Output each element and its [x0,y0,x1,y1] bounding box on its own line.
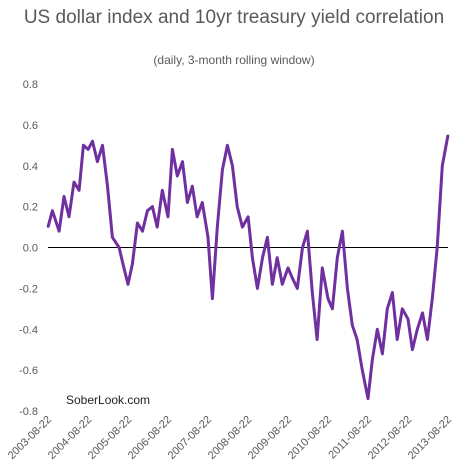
y-tick-label: 0.8 [23,79,38,91]
chart-title: US dollar index and 10yr treasury yield … [23,7,445,28]
chart-subtitle: (daily, 3-month rolling window) [153,53,315,67]
data-point [426,338,429,341]
data-point [416,328,419,331]
data-point [96,160,99,163]
data-point [251,256,254,259]
data-point [181,160,184,163]
y-tick-label: -0.2 [19,283,38,295]
data-point [186,201,189,204]
data-point [306,230,309,232]
data-point [123,267,125,269]
data-point [346,287,349,290]
data-point [331,308,334,310]
data-point [376,328,379,331]
data-point [191,185,194,187]
data-point [87,148,89,151]
data-point [391,291,394,294]
data-point [327,297,329,300]
data-point [316,338,318,341]
data-point [341,230,344,232]
data-point [436,246,439,249]
data-point [127,283,129,286]
data-point [311,291,314,294]
data-point [381,353,384,355]
data-point [101,144,104,147]
data-point [236,205,238,208]
y-tick-label: 0.2 [23,202,38,214]
watermark-text: SoberLook.com [66,393,151,407]
data-point [106,185,109,187]
data-point [441,164,444,167]
series-group [46,134,450,401]
data-point [321,267,324,269]
data-point [231,164,234,167]
data-point [73,181,75,183]
data-point [247,216,249,218]
data-point [207,236,209,239]
data-point [91,140,94,142]
data-point [256,287,259,290]
data-point [167,216,169,218]
data-point [287,267,289,269]
data-point [351,324,354,327]
data-point [156,226,158,228]
data-point [361,369,364,371]
data-point [161,189,164,192]
data-point [51,209,54,212]
data-point [356,338,358,341]
data-point [226,144,229,147]
data-point [68,216,70,218]
data-point [118,246,120,249]
data-point [407,318,409,320]
data-point [401,308,404,310]
y-tick-label: -0.4 [19,324,38,336]
data-point [266,236,269,239]
data-point [281,283,284,286]
x-axis-ticks: 2003-08-222004-08-222005-08-222006-08-22… [6,414,454,462]
data-point [211,297,214,300]
data-point [111,236,114,239]
data-point [146,209,149,212]
data-point [291,277,294,280]
data-point [241,226,244,228]
data-point [58,230,60,232]
data-point [396,338,399,341]
data-point [386,308,389,310]
data-point [82,144,85,147]
data-point [447,134,449,136]
data-point [411,348,414,351]
data-point [151,205,154,208]
data-point [78,189,80,192]
data-point [47,226,49,228]
data-point [431,297,434,300]
data-point [141,230,144,232]
data-point [131,263,134,265]
y-tick-label: 0.6 [23,120,38,132]
data-point [296,287,299,290]
y-axis-ticks: 0.8 0.6 0.4 0.2 0.0 -0.2 -0.4 -0.6 -0.8 [19,79,38,418]
data-point [336,256,339,259]
data-point [371,359,374,361]
data-point [216,226,219,228]
data-point [221,169,224,171]
x-tick-label: 2013-08-22 [406,414,454,462]
data-point [171,148,174,151]
data-point [421,312,424,314]
y-tick-label: -0.8 [19,406,38,418]
data-point [201,201,204,204]
data-point [276,256,279,259]
y-tick-label: 0.4 [23,161,38,173]
data-point [63,195,65,198]
data-point [196,216,198,218]
data-point [271,283,274,286]
data-point [136,222,139,224]
data-point [176,175,179,177]
series-line [46,134,450,401]
y-tick-label: -0.6 [19,365,38,377]
y-tick-label: 0.0 [23,243,38,255]
data-point [261,256,264,259]
data-point [301,246,304,249]
data-point [367,397,369,400]
